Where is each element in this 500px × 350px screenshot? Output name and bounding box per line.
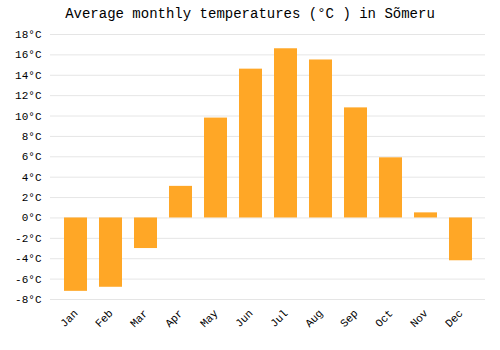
svg-text:4°C: 4°C [22,172,42,184]
svg-text:-6°C: -6°C [15,274,42,286]
svg-text:Feb: Feb [93,307,115,329]
html-text:Average monthly temperatures (: Average monthly temperatures (°C ) in Sõ… [65,6,435,22]
svg-text:18°C: 18°C [15,29,42,41]
svg-text:Jun: Jun [233,307,255,329]
svg-text:12°C: 12°C [15,90,42,102]
svg-text:-2°C: -2°C [15,233,42,245]
svg-text:16°C: 16°C [15,49,42,61]
svg-text:10°C: 10°C [15,111,42,123]
svg-text:6°C: 6°C [22,151,42,163]
svg-text:Aug: Aug [303,307,325,329]
svg-text:8°C: 8°C [22,131,42,143]
svg-text:-8°C: -8°C [15,294,42,306]
svg-text:Nov: Nov [408,307,431,330]
svg-text:Apr: Apr [163,307,185,329]
svg-text:14°C: 14°C [15,70,42,82]
svg-text:Dec: Dec [443,307,465,329]
svg-text:2°C: 2°C [22,192,42,204]
svg-text:Sep: Sep [338,307,360,329]
svg-text:Jan: Jan [58,307,80,329]
svg-text:0°C: 0°C [22,212,42,224]
svg-text:Jul: Jul [268,307,290,329]
svg-text:Mar: Mar [128,307,150,329]
svg-text:May: May [198,307,221,330]
svg-text:-4°C: -4°C [15,253,42,265]
svg-text:Oct: Oct [373,307,395,329]
